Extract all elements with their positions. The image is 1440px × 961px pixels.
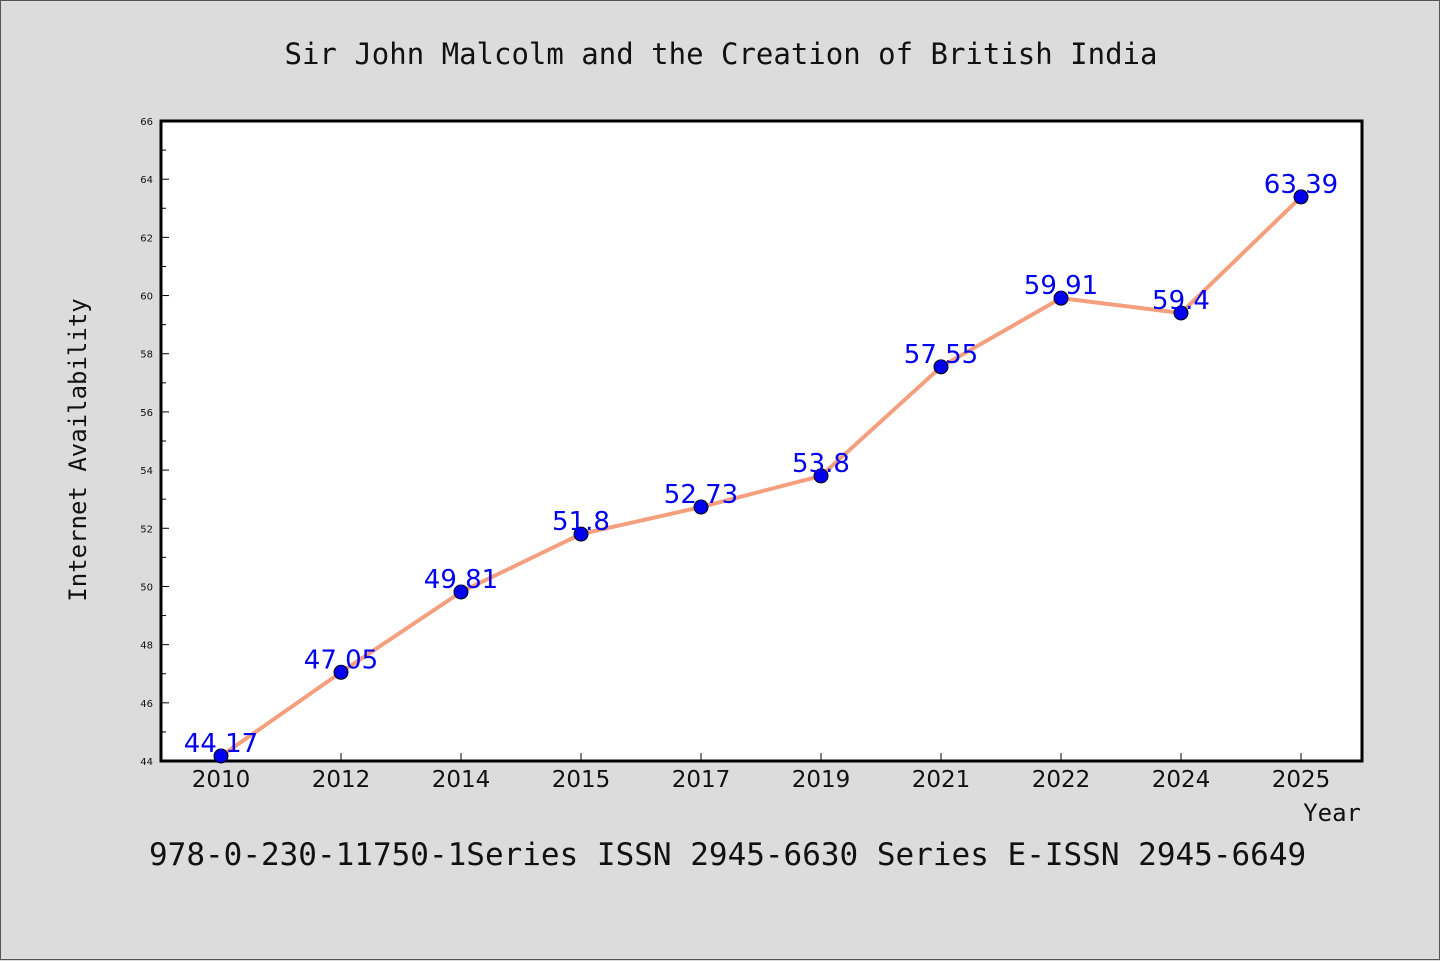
data-point bbox=[813, 468, 829, 484]
data-label: 51.8 bbox=[552, 507, 610, 537]
x-tick-label: 2019 bbox=[792, 767, 851, 793]
x-tick-label: 2025 bbox=[1272, 767, 1331, 793]
y-tick-label: 48 bbox=[140, 641, 153, 652]
data-label: 47.05 bbox=[304, 645, 378, 675]
data-point bbox=[213, 748, 229, 764]
data-point bbox=[333, 664, 349, 680]
x-axis: 2010 2012 2014 2015 2017 2019 2021 2022 2024 2025 bbox=[192, 753, 1331, 793]
x-tick-label: 2022 bbox=[1032, 767, 1091, 793]
y-tick-label: 66 bbox=[140, 117, 153, 128]
x-tick-label: 2017 bbox=[672, 767, 731, 793]
data-point bbox=[573, 526, 589, 542]
y-tick-label: 64 bbox=[140, 175, 153, 186]
x-tick-label: 2014 bbox=[432, 767, 491, 793]
series-line bbox=[219, 195, 1303, 758]
data-label: 59.4 bbox=[1152, 286, 1210, 316]
data-point bbox=[453, 584, 469, 600]
y-tick-label: 56 bbox=[140, 408, 153, 419]
data-point bbox=[1053, 290, 1069, 306]
data-label: 53.8 bbox=[792, 449, 850, 479]
data-label: 57.55 bbox=[904, 340, 978, 370]
chart-title: Sir John Malcolm and the Creation of Bri… bbox=[285, 37, 1158, 71]
data-point bbox=[693, 499, 709, 515]
y-tick-label: 58 bbox=[140, 350, 153, 361]
series-polyline bbox=[219, 195, 1303, 758]
x-tick-label: 2015 bbox=[552, 767, 611, 793]
y-tick-label: 50 bbox=[140, 582, 153, 593]
y-tick-label: 60 bbox=[140, 292, 153, 303]
data-label: 44.17 bbox=[184, 729, 258, 759]
data-label: 59.91 bbox=[1024, 271, 1098, 301]
x-tick-label: 2010 bbox=[192, 767, 251, 793]
y-tick-label: 52 bbox=[140, 524, 153, 535]
data-labels: 44.17 47.05 49.81 51.8 52.73 53.8 57.55 59.91 59… bbox=[184, 170, 1338, 759]
footer-isbn: 978-0-230-11750-1Series ISSN 2945-6630 S… bbox=[149, 837, 1306, 873]
y-axis: 44 46 48 50 52 54 56 58 60 62 64 66 bbox=[140, 117, 169, 768]
data-label: 63.39 bbox=[1264, 170, 1338, 200]
series-markers bbox=[213, 189, 1309, 764]
y-tick-label: 46 bbox=[140, 699, 153, 710]
data-point bbox=[1293, 189, 1309, 205]
x-tick-label: 2024 bbox=[1152, 767, 1211, 793]
x-tick-label: 2012 bbox=[312, 767, 371, 793]
data-point bbox=[1173, 305, 1189, 321]
y-axis-label: Internet Availability bbox=[64, 298, 92, 601]
y-tick-label: 62 bbox=[140, 233, 153, 244]
x-tick-label: 2021 bbox=[912, 767, 971, 793]
data-label: 52.73 bbox=[664, 480, 738, 510]
data-label: 49.81 bbox=[424, 565, 498, 595]
plot-area bbox=[159, 119, 1364, 763]
data-point bbox=[933, 359, 949, 375]
y-tick-label: 44 bbox=[140, 757, 153, 768]
y-tick-label: 54 bbox=[140, 466, 153, 477]
x-axis-label: Year bbox=[1303, 799, 1361, 827]
